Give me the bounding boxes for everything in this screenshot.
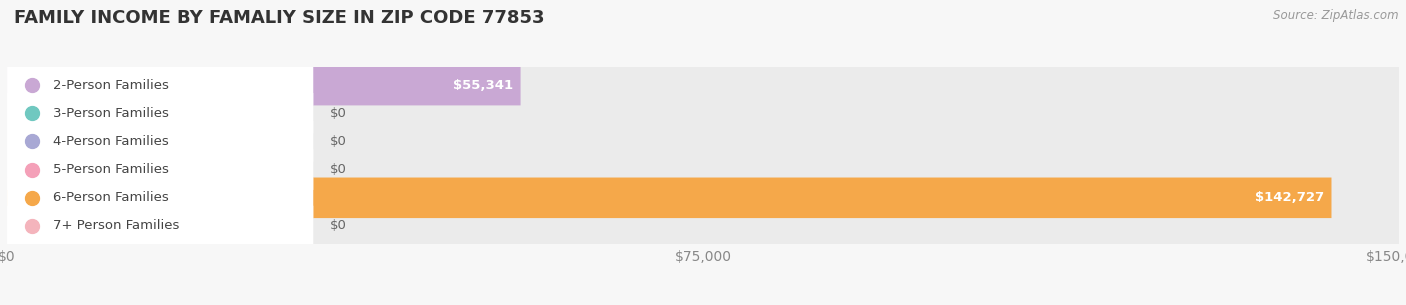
FancyBboxPatch shape — [7, 65, 1399, 106]
FancyBboxPatch shape — [7, 121, 1399, 162]
FancyBboxPatch shape — [7, 149, 314, 190]
FancyBboxPatch shape — [7, 121, 314, 162]
Text: $0: $0 — [330, 135, 347, 148]
Text: 2-Person Families: 2-Person Families — [53, 79, 169, 92]
FancyBboxPatch shape — [7, 178, 1331, 218]
Text: $0: $0 — [330, 220, 347, 232]
FancyBboxPatch shape — [7, 178, 314, 218]
FancyBboxPatch shape — [7, 65, 520, 106]
FancyBboxPatch shape — [7, 206, 1399, 246]
Text: $0: $0 — [330, 163, 347, 176]
Text: 3-Person Families: 3-Person Families — [53, 107, 169, 120]
FancyBboxPatch shape — [7, 65, 314, 106]
FancyBboxPatch shape — [7, 93, 1399, 134]
FancyBboxPatch shape — [7, 93, 314, 134]
Text: FAMILY INCOME BY FAMALIY SIZE IN ZIP CODE 77853: FAMILY INCOME BY FAMALIY SIZE IN ZIP COD… — [14, 9, 544, 27]
Text: 4-Person Families: 4-Person Families — [53, 135, 169, 148]
Text: $142,727: $142,727 — [1256, 191, 1324, 204]
Text: $0: $0 — [330, 107, 347, 120]
Text: 7+ Person Families: 7+ Person Families — [53, 220, 180, 232]
Text: $55,341: $55,341 — [454, 79, 513, 92]
FancyBboxPatch shape — [7, 206, 314, 246]
FancyBboxPatch shape — [7, 178, 1399, 218]
Text: Source: ZipAtlas.com: Source: ZipAtlas.com — [1274, 9, 1399, 22]
Text: 6-Person Families: 6-Person Families — [53, 191, 169, 204]
FancyBboxPatch shape — [7, 149, 1399, 190]
Text: 5-Person Families: 5-Person Families — [53, 163, 169, 176]
